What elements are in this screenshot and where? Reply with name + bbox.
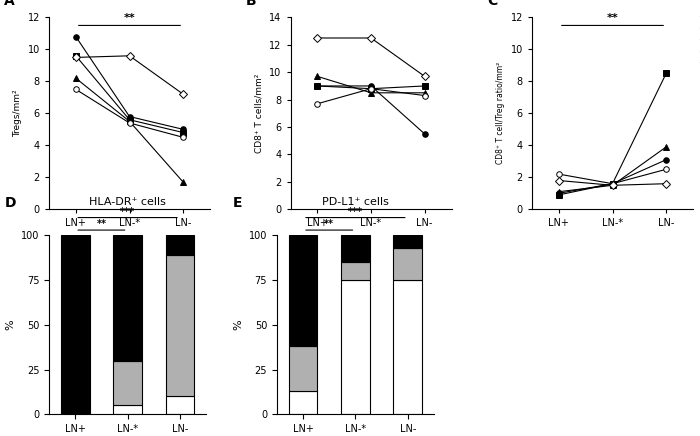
Title: HLA-DR⁺ cells: HLA-DR⁺ cells	[89, 197, 166, 207]
patient 3	[554, 189, 563, 194]
Text: ***: ***	[348, 207, 363, 217]
patient 5	[608, 183, 617, 188]
Bar	[61, 235, 90, 414]
Bar	[113, 361, 142, 405]
Text: ***: ***	[120, 207, 135, 217]
Text: **: **	[124, 13, 135, 23]
Title: PD-L1⁺ cells: PD-L1⁺ cells	[322, 197, 389, 207]
Y-axis label: Tregs/mm²: Tregs/mm²	[13, 89, 22, 137]
Bar	[165, 396, 195, 414]
patient 4	[662, 167, 671, 172]
patient 2	[554, 192, 563, 198]
Text: A: A	[4, 0, 15, 8]
patient 4	[554, 171, 563, 177]
Bar	[341, 280, 370, 414]
Line: patient 4: patient 4	[556, 167, 669, 187]
Y-axis label: CD8⁺ T cells/mm²: CD8⁺ T cells/mm²	[255, 74, 263, 153]
Text: C: C	[487, 0, 497, 8]
patient 1	[554, 191, 563, 196]
Y-axis label: %: %	[6, 320, 15, 330]
patient 1	[662, 157, 671, 162]
patient 3	[608, 183, 617, 188]
Text: E: E	[233, 196, 242, 210]
Y-axis label: CD8⁺ T cell/Treg ratio/mm²: CD8⁺ T cell/Treg ratio/mm²	[496, 62, 505, 164]
Bar	[341, 262, 370, 280]
Line: patient 1: patient 1	[556, 157, 669, 196]
Bar	[393, 280, 422, 414]
Bar	[288, 391, 318, 414]
Text: **: **	[607, 13, 618, 23]
Bar	[113, 405, 142, 414]
Bar	[288, 346, 318, 391]
Bar	[165, 235, 195, 255]
Y-axis label: %: %	[233, 320, 243, 330]
Text: **: **	[324, 219, 334, 229]
Bar	[341, 235, 370, 262]
patient 2	[608, 181, 617, 186]
Text: D: D	[5, 196, 17, 210]
Text: B: B	[246, 0, 256, 8]
Bar	[165, 255, 195, 396]
Bar	[288, 235, 318, 346]
patient 5	[662, 181, 671, 186]
Bar	[113, 235, 142, 361]
patient 5	[554, 178, 563, 183]
Line: patient 5: patient 5	[556, 178, 669, 188]
Bar	[393, 248, 422, 280]
Bar	[393, 235, 422, 248]
patient 1	[608, 181, 617, 186]
Line: patient 3: patient 3	[556, 144, 669, 194]
Text: **: **	[97, 219, 106, 229]
patient 2	[662, 71, 671, 76]
patient 3	[662, 144, 671, 150]
patient 4	[608, 181, 617, 186]
Line: patient 2: patient 2	[556, 71, 669, 198]
